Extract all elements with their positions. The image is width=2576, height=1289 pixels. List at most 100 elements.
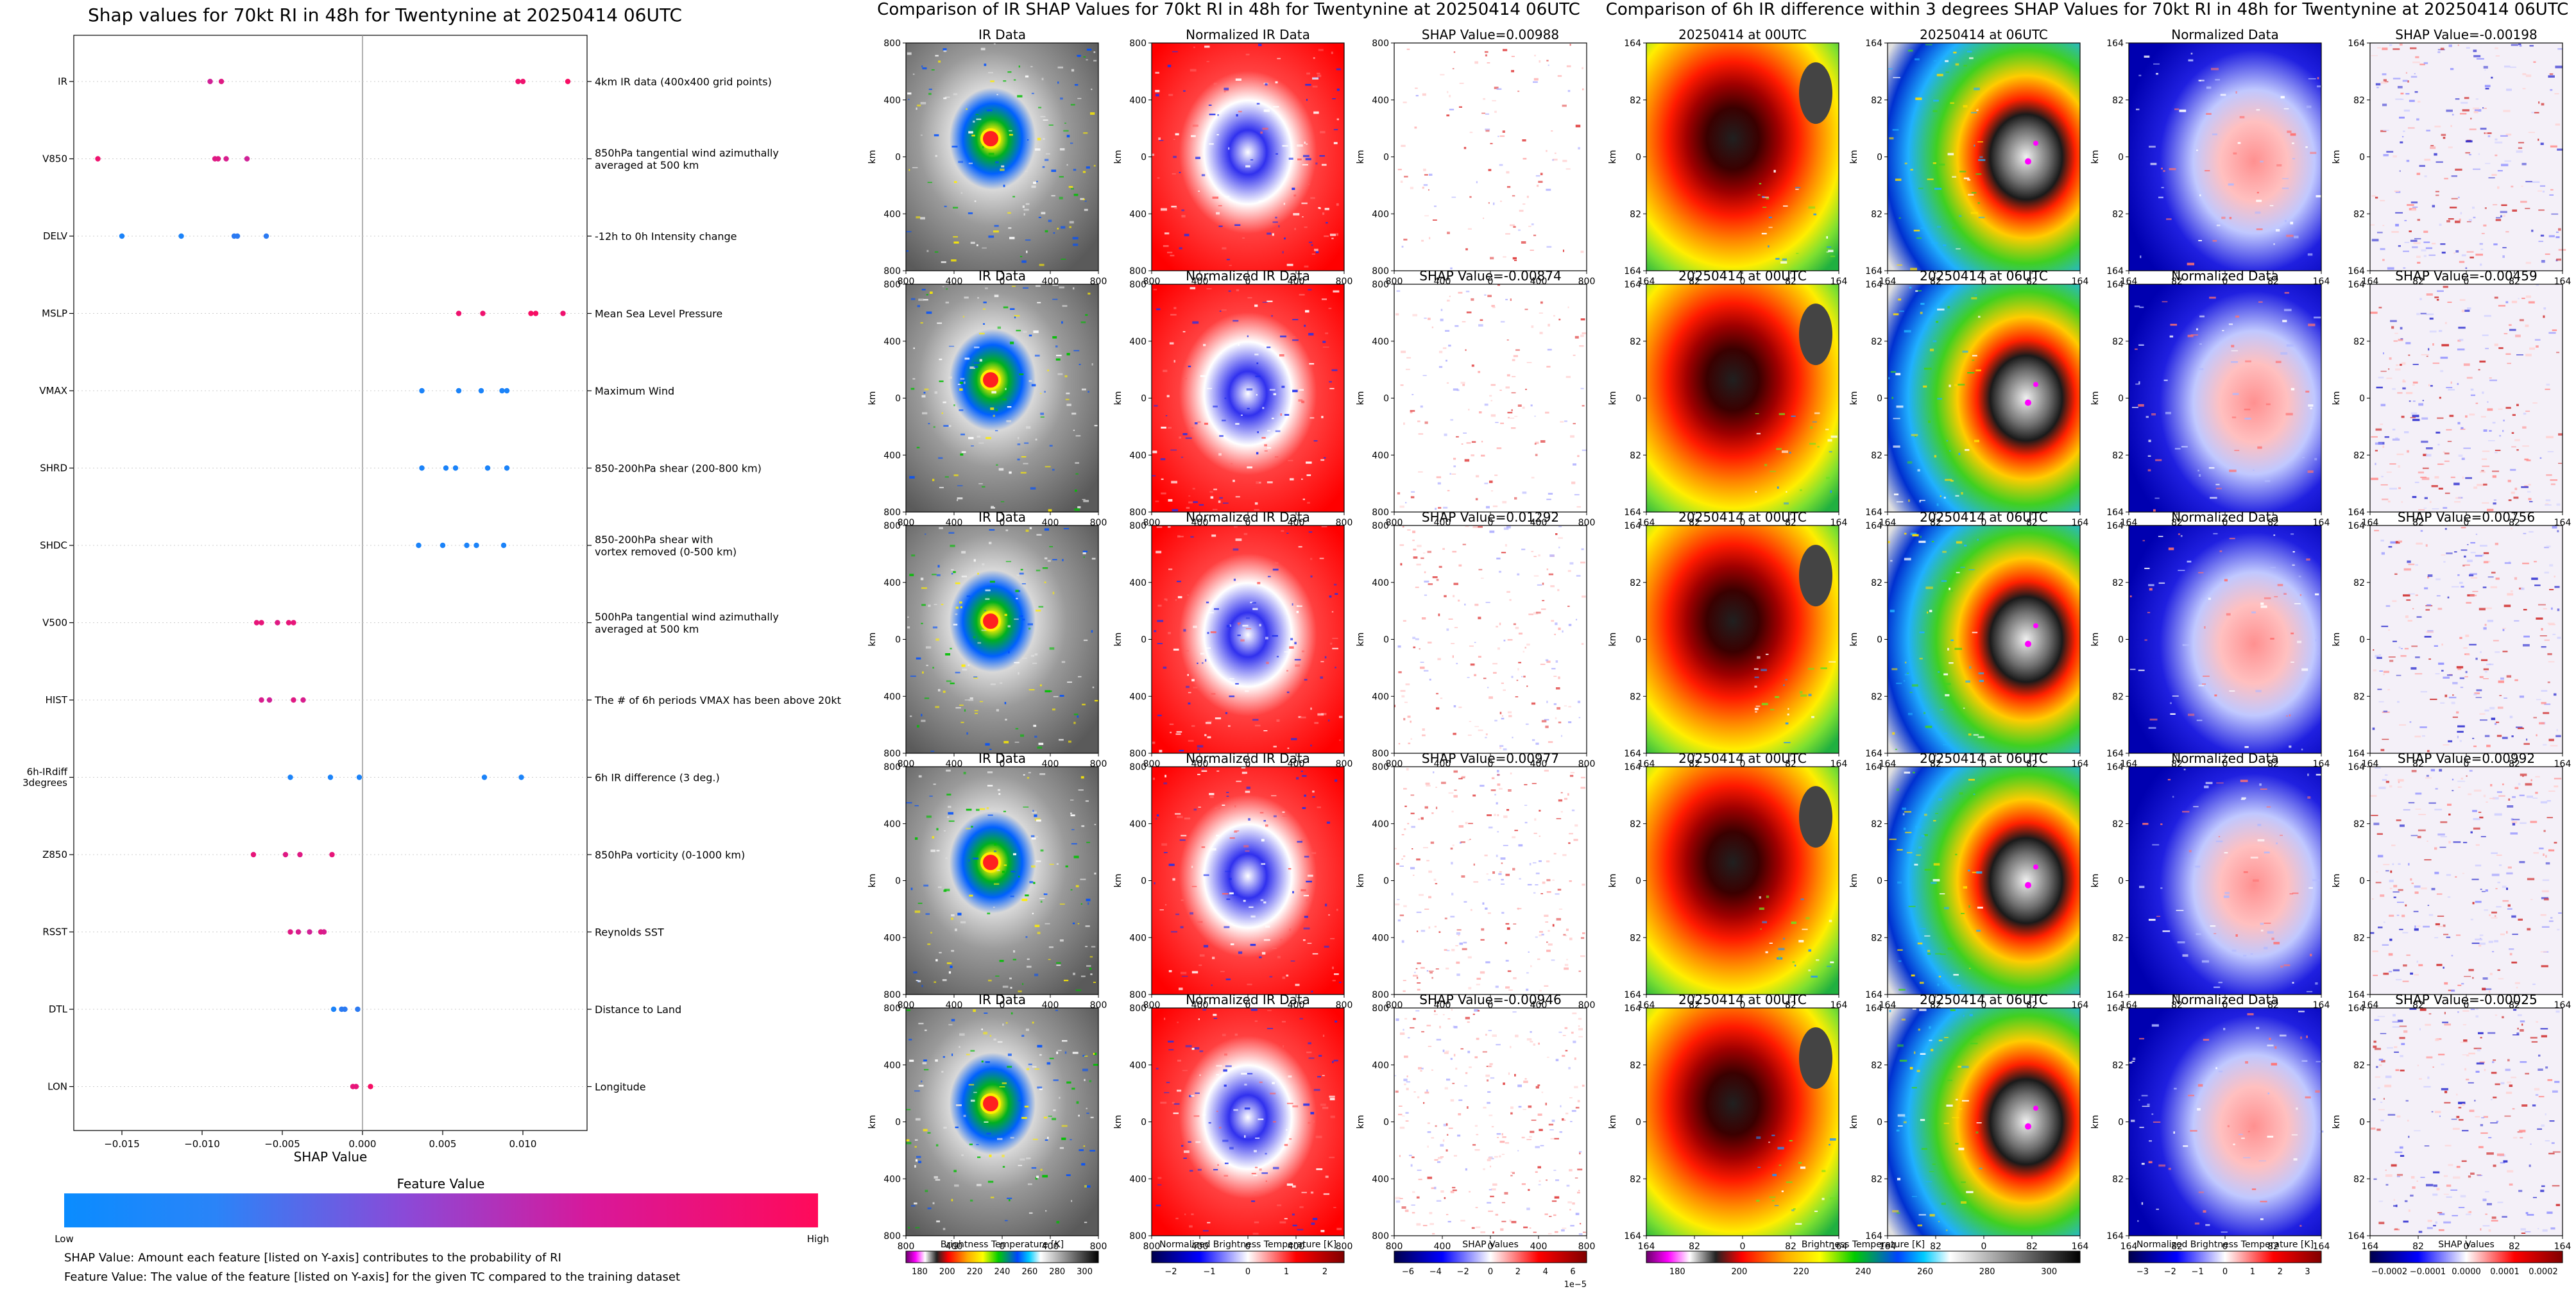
texture-mark: [1034, 814, 1037, 817]
texture-mark: [1465, 349, 1467, 351]
texture-mark: [2209, 296, 2216, 299]
texture-mark: [2452, 681, 2458, 685]
panel-title: SHAP Value=0.00988: [1422, 27, 1559, 42]
texture-mark: [1505, 959, 1509, 962]
texture-mark: [1034, 735, 1037, 738]
texture-mark: [2484, 670, 2487, 673]
texture-mark: [1574, 494, 1580, 495]
texture-mark: [1537, 1084, 1540, 1086]
texture-mark: [2244, 408, 2251, 411]
texture-mark: [1066, 404, 1071, 406]
y-tick-label: 82: [1871, 578, 1882, 588]
texture-mark: [1501, 912, 1505, 914]
panel-image: [1888, 43, 2080, 271]
texture-mark: [1517, 908, 1522, 910]
texture-mark: [1574, 336, 1579, 339]
texture-mark: [2378, 654, 2382, 656]
texture-mark: [1292, 389, 1298, 393]
texture-mark: [1490, 400, 1493, 402]
texture-mark: [2495, 452, 2498, 454]
texture-mark: [1226, 796, 1229, 797]
texture-mark: [921, 289, 926, 291]
texture-mark: [1582, 88, 1584, 90]
texture-mark: [1213, 1018, 1218, 1020]
x-tick-label: 800: [898, 1242, 915, 1252]
texture-mark: [1403, 990, 1406, 992]
y-axis-label: km: [867, 1115, 878, 1129]
x-tick-label: 0: [1981, 759, 1987, 769]
texture-mark: [2508, 499, 2512, 501]
texture-mark: [2308, 887, 2313, 889]
y-tick-label: 400: [1372, 692, 1389, 702]
texture-mark: [994, 843, 997, 846]
texture-mark: [1967, 179, 1971, 181]
ir-colorbars: Brightness Temperature [K]180 200 220 240 26…: [905, 1240, 1587, 1289]
texture-mark: [1416, 1196, 1420, 1199]
texture-mark: [1168, 94, 1173, 96]
y-tick-label: 400: [1129, 578, 1147, 588]
texture-mark: [1267, 232, 1272, 235]
x-tick-label: 0: [1740, 1000, 1746, 1011]
texture-mark: [1301, 478, 1303, 480]
texture-mark: [1512, 737, 1514, 738]
texture-mark: [1070, 799, 1074, 801]
texture-mark: [1083, 639, 1088, 642]
texture-mark: [1271, 795, 1277, 797]
texture-mark: [1494, 87, 1499, 89]
texture-mark: [1306, 900, 1311, 901]
texture-mark: [943, 1227, 946, 1231]
texture-mark: [1023, 213, 1025, 216]
texture-mark: [1166, 1082, 1170, 1084]
texture-mark: [1170, 255, 1175, 257]
texture-mark: [1795, 189, 1799, 191]
texture-mark: [1497, 831, 1499, 833]
texture-mark: [2372, 950, 2378, 952]
texture-mark: [1436, 476, 1442, 479]
texture-mark: [1226, 259, 1230, 260]
texture-mark: [1241, 414, 1243, 416]
texture-mark: [2498, 347, 2503, 349]
texture-mark: [986, 807, 989, 810]
texture-mark: [2465, 670, 2468, 674]
x-tick-label: 0.000: [349, 1138, 377, 1150]
texture-mark: [2511, 818, 2514, 821]
texture-mark: [1558, 676, 1560, 679]
shap-point: [560, 311, 566, 316]
texture-mark: [1924, 935, 1931, 937]
texture-mark: [1472, 525, 1478, 529]
texture-mark: [924, 1029, 927, 1032]
texture-mark: [1528, 951, 1530, 953]
texture-mark: [1537, 958, 1540, 960]
texture-mark: [1192, 124, 1198, 127]
texture-mark: [1442, 1014, 1445, 1016]
texture-mark: [939, 952, 942, 953]
texture-mark: [1523, 1109, 1526, 1111]
texture-mark: [1176, 581, 1181, 583]
texture-mark: [1914, 864, 1918, 866]
texture-mark: [2290, 221, 2294, 225]
texture-mark: [2514, 982, 2520, 984]
texture-mark: [1003, 306, 1009, 309]
texture-mark: [1518, 1105, 1522, 1108]
texture-mark: [2437, 290, 2444, 292]
texture-mark: [1490, 414, 1496, 417]
texture-mark: [1422, 1102, 1425, 1104]
texture-mark: [1193, 1115, 1200, 1117]
texture-mark: [1212, 196, 1219, 199]
y-tick-label: 800: [1372, 1003, 1389, 1014]
texture-mark: [955, 606, 959, 609]
texture-mark: [2512, 414, 2516, 416]
texture-mark: [1052, 559, 1057, 561]
texture-mark: [934, 981, 937, 983]
texture-mark: [1917, 469, 1920, 472]
texture-mark: [1302, 939, 1306, 941]
texture-mark: [1306, 880, 1312, 883]
texture-mark: [1808, 949, 1812, 952]
texture-mark: [1170, 314, 1177, 316]
texture-mark: [2292, 982, 2294, 984]
texture-mark: [2525, 324, 2529, 327]
texture-mark: [1048, 509, 1052, 512]
texture-mark: [2472, 590, 2478, 592]
texture-mark: [2382, 225, 2385, 226]
texture-mark: [990, 407, 994, 410]
